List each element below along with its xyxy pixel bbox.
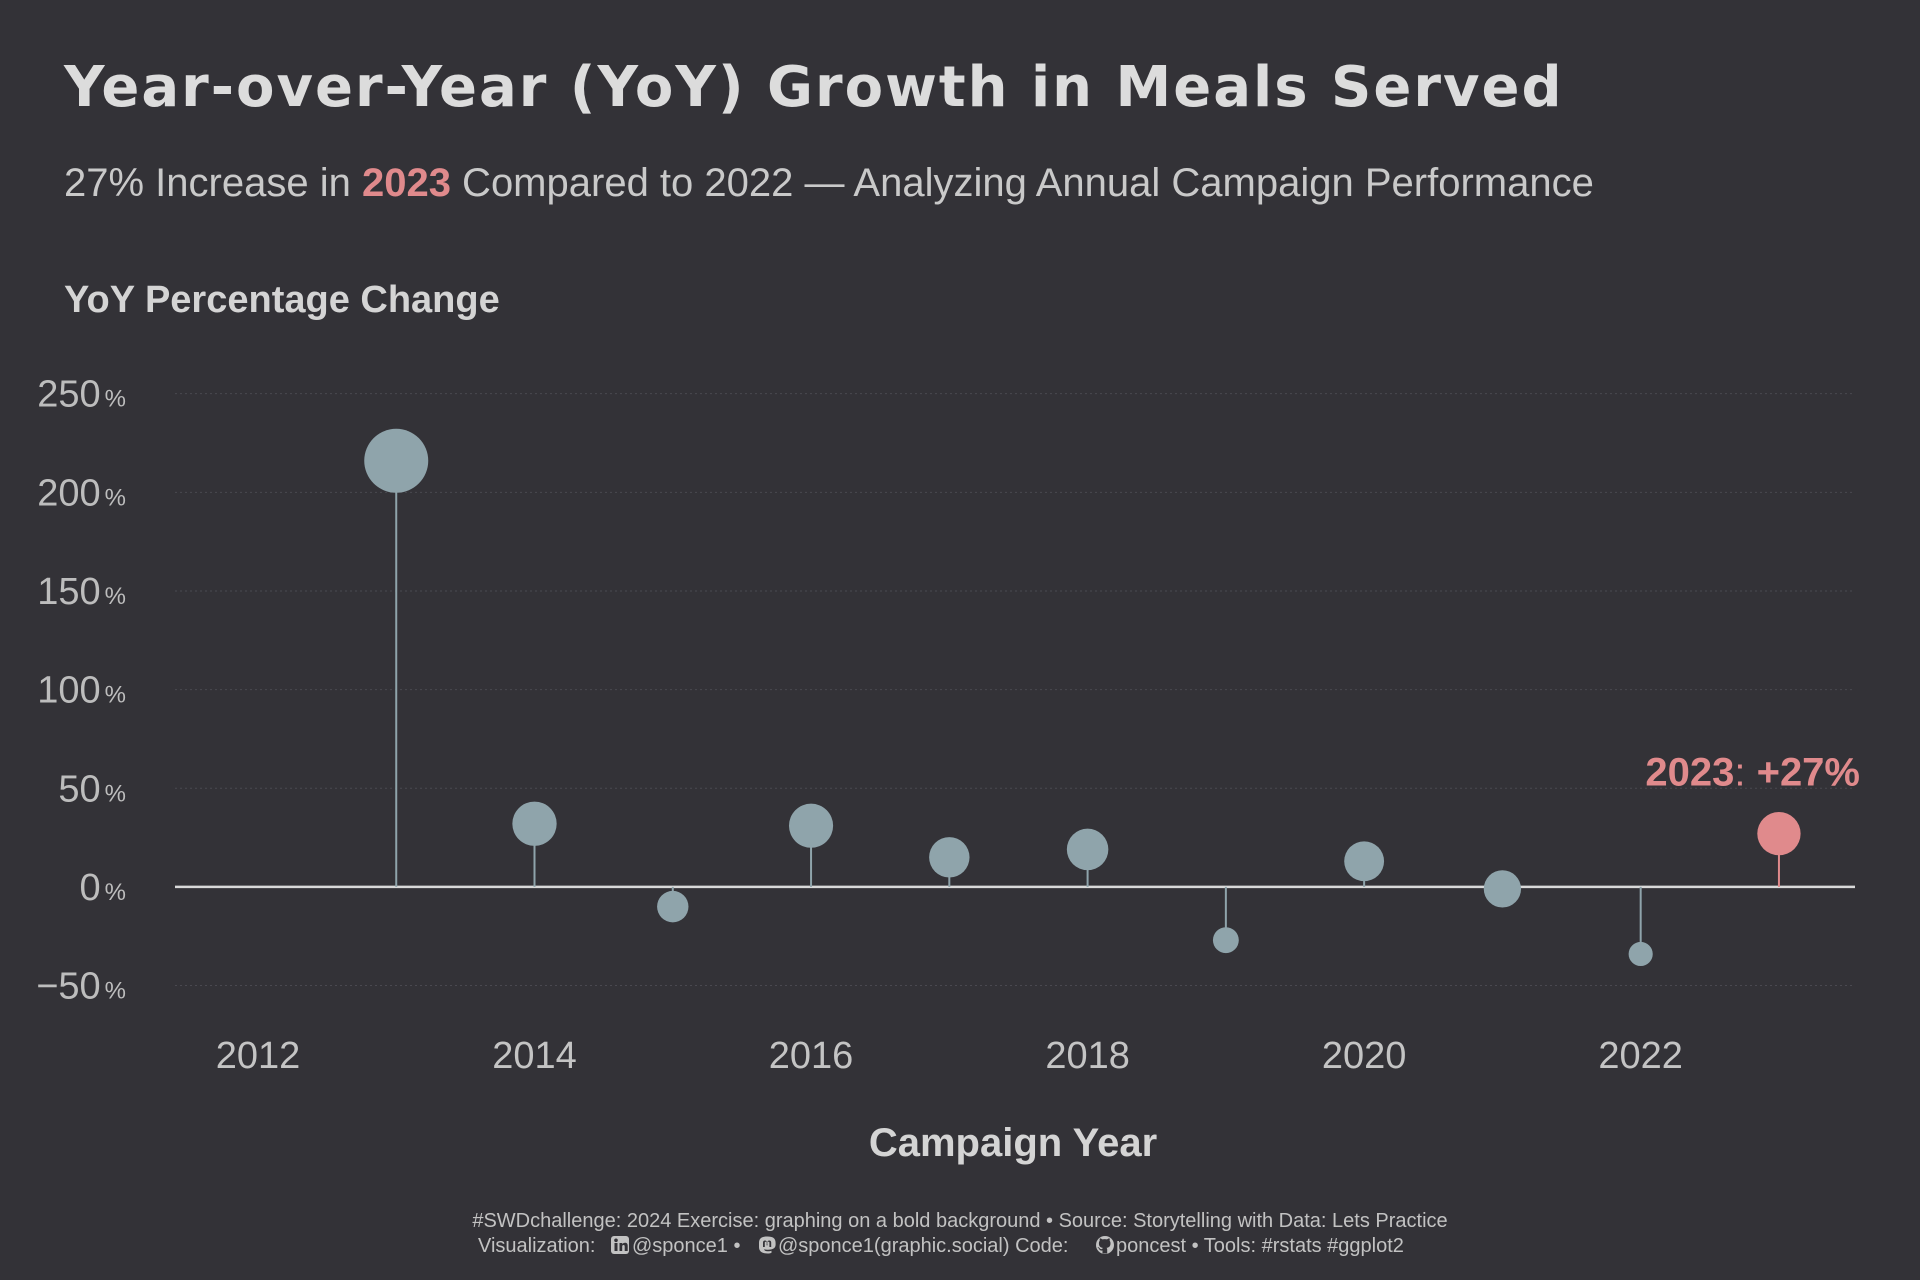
- annotation-year: 2023: [1645, 751, 1734, 795]
- chart-subtitle: 27% Increase in 2023 Compared to 2022 — …: [64, 161, 1594, 205]
- highlight-annotation: 2023: +27%: [1645, 751, 1860, 795]
- linkedin-icon: [611, 1236, 629, 1254]
- lollipop-points: [364, 428, 1801, 967]
- y-tick-label: 0%: [80, 867, 126, 909]
- github-icon: [1096, 1236, 1114, 1254]
- x-tick-label: 2022: [1598, 1035, 1683, 1077]
- caption-line-1: #SWDchallenge: 2024 Exercise: graphing o…: [472, 1210, 1447, 1232]
- subtitle-start: 27% Increase in: [64, 161, 362, 205]
- grid-layer: [175, 393, 1855, 987]
- y-tick-labels: −50 % 0 % 50 % 100 % 150 % 200 % 250%: [36, 374, 126, 1008]
- annotation-value: +27%: [1757, 751, 1860, 795]
- y-tick-label: −50%: [36, 966, 126, 1008]
- y-axis-label: YoY Percentage Change: [64, 279, 500, 321]
- lollipop-point: [1483, 870, 1522, 908]
- caption-github-handle: poncest • Tools: #rstats #ggplot2: [1116, 1235, 1404, 1257]
- y-tick-label: 250%: [37, 374, 126, 416]
- y-tick-label: 150%: [37, 571, 126, 613]
- mastodon-icon: [759, 1236, 776, 1254]
- lollipop-point: [1628, 941, 1653, 967]
- x-tick-labels: 2012 2014 2016 2018 2020 2022: [216, 1035, 1683, 1077]
- x-tick-label: 2014: [492, 1035, 577, 1077]
- lollipop-point-highlight: [1757, 811, 1801, 856]
- caption-mastodon-handle: @sponce1(graphic.social) Code:: [778, 1235, 1068, 1257]
- lollipop-point: [1066, 828, 1109, 871]
- subtitle-highlight-year: 2023: [362, 161, 451, 205]
- y-tick-label: 100%: [37, 670, 126, 712]
- annotation-separator: :: [1734, 751, 1756, 795]
- lollipop-point: [1344, 841, 1385, 882]
- subtitle-end: Compared to 2022 — Analyzing Annual Camp…: [451, 161, 1594, 205]
- x-tick-label: 2018: [1045, 1035, 1130, 1077]
- lollipop-point: [512, 801, 557, 846]
- caption-linkedin-handle: @sponce1 •: [632, 1235, 740, 1257]
- caption-line-2: Visualization: @sponce1 • @sponce1(graph…: [478, 1235, 1404, 1257]
- y-tick-label: 200%: [37, 472, 126, 514]
- lollipop-point: [1212, 927, 1239, 954]
- lollipop-point: [788, 803, 834, 848]
- x-axis-label: Campaign Year: [869, 1121, 1157, 1165]
- lollipop-point: [657, 890, 689, 923]
- x-tick-label: 2012: [216, 1035, 301, 1077]
- caption-visualization-label: Visualization:: [478, 1235, 595, 1257]
- chart-title: Year-over-Year (YoY) Growth in Meals Ser…: [63, 55, 1564, 120]
- y-tick-label: 50%: [58, 768, 126, 810]
- x-tick-label: 2016: [769, 1035, 854, 1077]
- lollipop-point: [364, 428, 429, 493]
- lollipop-point: [929, 837, 970, 878]
- x-tick-label: 2020: [1322, 1035, 1407, 1077]
